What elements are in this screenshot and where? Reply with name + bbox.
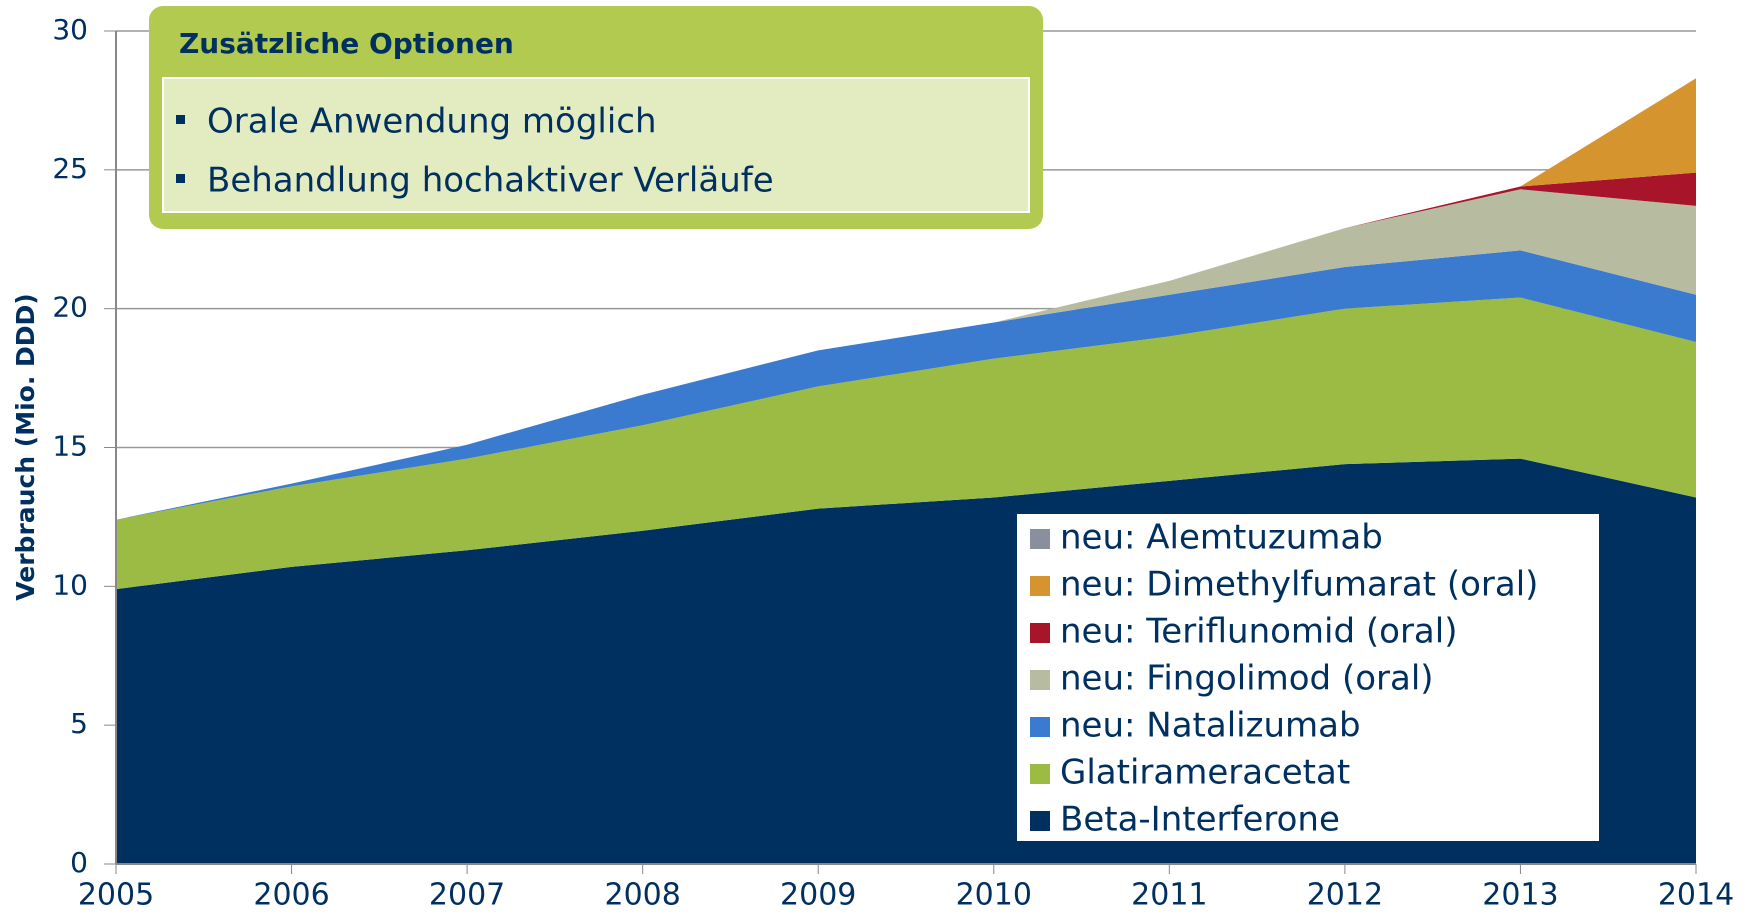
x-tick-label: 2014: [1658, 878, 1734, 913]
legend-label: neu: Teriflunomid (oral): [1060, 612, 1457, 652]
y-tick-label: 20: [52, 291, 88, 324]
bullet: [176, 115, 185, 124]
area: [116, 189, 1696, 520]
y-tick-label: 10: [52, 568, 88, 601]
y-tick-label: 0: [70, 846, 88, 879]
x-tick-label: 2007: [429, 878, 505, 913]
area: [116, 250, 1696, 520]
legend-box: [1017, 514, 1599, 841]
legend-label: neu: Fingolimod (oral): [1060, 659, 1434, 699]
annotation-inner: [162, 77, 1030, 213]
legend-swatch: [1030, 811, 1050, 831]
y-tick-label: 25: [52, 152, 88, 185]
bullet: [176, 174, 185, 183]
x-tick-label: 2009: [780, 878, 856, 913]
area: [116, 297, 1696, 590]
y-tick-label: 5: [70, 707, 88, 740]
x-tick-label: 2011: [1131, 878, 1207, 913]
legend-label: neu: Natalizumab: [1060, 706, 1361, 746]
legend-label: Beta-Interferone: [1060, 800, 1340, 840]
x-tick-label: 2006: [253, 878, 329, 913]
x-tick-label: 2010: [956, 878, 1032, 913]
y-tick-label: 30: [52, 13, 88, 46]
legend-swatch: [1030, 717, 1050, 737]
y-axis-label: Verbrauch (Mio. DDD): [11, 293, 40, 600]
legend-swatch: [1030, 529, 1050, 549]
legend-swatch: [1030, 576, 1050, 596]
x-tick-label: 2005: [78, 878, 154, 913]
legend-swatch: [1030, 764, 1050, 784]
annotation-item: Behandlung hochaktiver Verläufe: [207, 161, 774, 201]
annotation-title: Zusätzliche Optionen: [179, 27, 514, 60]
legend-label: neu: Alemtuzumab: [1060, 518, 1383, 558]
legend-label: Glatirameracetat: [1060, 753, 1350, 793]
x-tick-label: 2008: [604, 878, 680, 913]
legend-label: neu: Dimethylfumarat (oral): [1060, 565, 1538, 605]
legend-swatch: [1030, 670, 1050, 690]
x-tick-label: 2012: [1307, 878, 1383, 913]
x-tick-label: 2013: [1482, 878, 1558, 913]
y-tick-label: 15: [52, 430, 88, 463]
legend-swatch: [1030, 623, 1050, 643]
annotation-item: Orale Anwendung möglich: [207, 102, 657, 142]
